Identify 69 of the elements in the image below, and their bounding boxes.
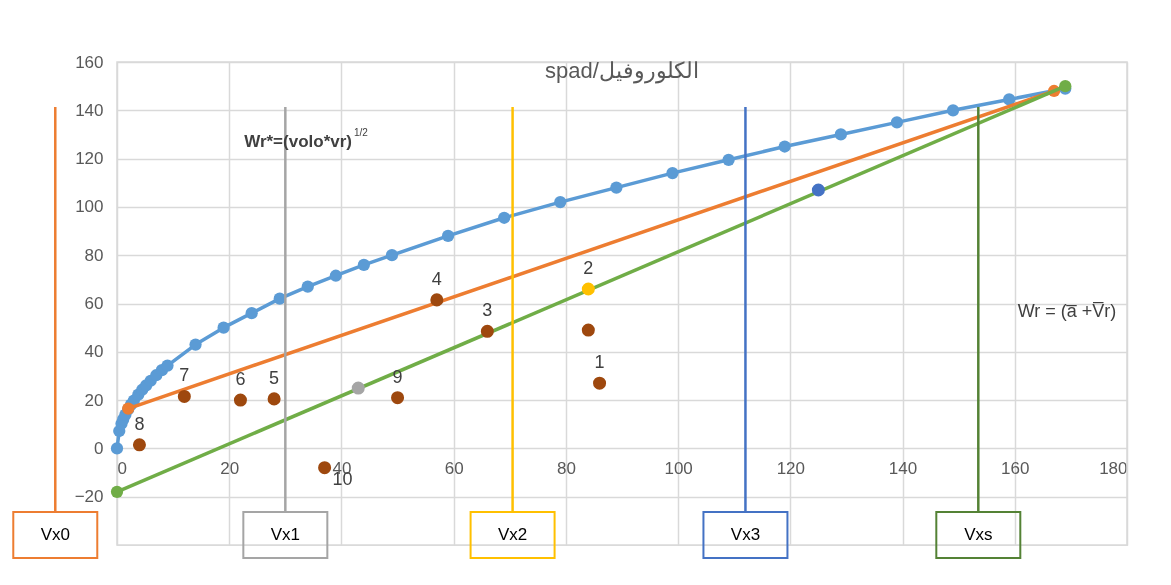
x-tick-label: 180 [1099, 458, 1128, 478]
y-tick-label: 20 [84, 390, 104, 410]
point [351, 381, 365, 395]
point [722, 153, 735, 166]
point [301, 280, 314, 293]
point [177, 389, 191, 403]
series-label: 6 [235, 369, 246, 390]
y-tick-label: 100 [75, 197, 104, 217]
x-tick-label: 160 [1001, 458, 1030, 478]
annotation: Wr = (a̅ +V̅r) [1017, 301, 1117, 321]
ref-line-label: Vx2 [497, 525, 528, 544]
point [554, 195, 567, 209]
series-label: 3 [482, 300, 493, 321]
point [1003, 93, 1016, 106]
point [245, 307, 258, 320]
point [610, 181, 623, 194]
point [189, 338, 202, 351]
point [593, 376, 607, 390]
ref-line-label: Vxs [964, 525, 993, 544]
x-tick-label: 120 [776, 458, 806, 478]
series-label: 4 [431, 268, 442, 289]
point [110, 442, 124, 455]
series-label: 7 [179, 365, 190, 386]
y-tick-label: 160 [75, 52, 104, 72]
point [357, 258, 371, 271]
point [233, 393, 247, 407]
point [834, 128, 847, 141]
point [430, 293, 444, 307]
point [890, 116, 904, 129]
point [778, 140, 791, 153]
y-tick-label: 140 [75, 100, 104, 120]
point [666, 166, 679, 180]
y-tick-label: 40 [84, 342, 104, 362]
point [441, 229, 455, 242]
point [217, 321, 230, 334]
point [132, 438, 146, 452]
x-tick-label: 100 [664, 458, 693, 478]
series-label: 5 [269, 367, 280, 388]
point [498, 211, 511, 224]
x-tick-label: 0 [117, 458, 127, 478]
point [581, 282, 595, 296]
y-tick-label: −20 [74, 487, 104, 507]
x-tick-label: 20 [220, 458, 240, 478]
point [946, 104, 960, 117]
point [811, 183, 825, 197]
chart-title: spad/الكلوروفيل [545, 58, 699, 84]
x-tick-label: 140 [888, 458, 918, 478]
point [329, 269, 342, 282]
point [391, 391, 405, 405]
point [267, 392, 281, 406]
x-tick-label: 80 [556, 458, 576, 478]
x-tick-label: 60 [444, 458, 464, 478]
series-label: 1 [594, 352, 605, 373]
y-tick-label: 0 [94, 438, 104, 458]
y-tick-label: 120 [75, 149, 104, 169]
point [581, 323, 595, 337]
ref-line-label: Vx3 [730, 525, 761, 544]
point [318, 461, 332, 475]
series-label: 2 [583, 258, 594, 279]
y-tick-label: 60 [84, 294, 104, 313]
series-label: 9 [392, 366, 403, 387]
point [161, 359, 174, 372]
series-label: 8 [134, 413, 145, 434]
point [480, 324, 494, 338]
y-tick-label: 80 [84, 245, 104, 265]
point [110, 485, 124, 498]
ref-line-label: Vx1 [270, 525, 300, 544]
point [385, 249, 399, 262]
ref-line-label: Vx0 [40, 525, 70, 544]
